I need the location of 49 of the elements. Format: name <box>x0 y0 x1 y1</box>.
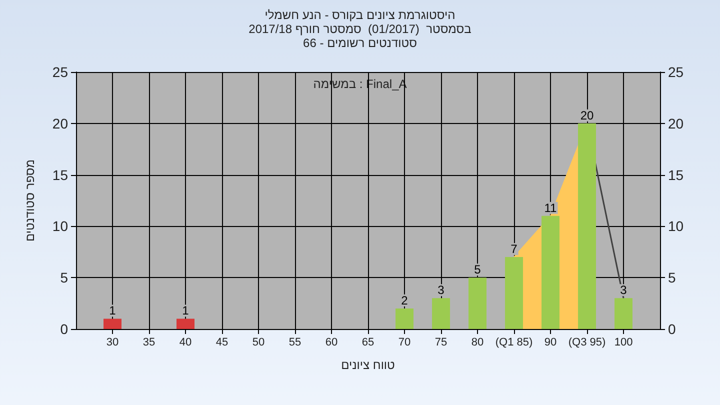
chart-subtitle: בסמסטר (01/2017) סמסטר חורף 2017/18 סטודנטים רשומים - 66 <box>248 22 472 50</box>
y-tick-label: 10 <box>52 218 68 234</box>
x-axis-title: טווח ציונים <box>341 358 396 372</box>
x-tick-label: 60 <box>325 336 338 348</box>
x-tick-label: 45 <box>216 336 228 348</box>
data-label: 1 <box>109 304 116 318</box>
y2-tick-label: 10 <box>668 218 684 234</box>
data-label: 5 <box>474 262 482 277</box>
x-tick-label: (Q3 95) <box>568 336 606 348</box>
x-tick-label: 35 <box>142 336 156 348</box>
bar <box>505 257 523 329</box>
x-tick-label: 75 <box>434 336 448 348</box>
data-label: 20 <box>580 108 594 122</box>
x-tick-label: 65 <box>362 336 374 348</box>
x-tick-label: 30 <box>106 336 119 348</box>
bar <box>432 298 450 329</box>
y2-tick-label: 20 <box>668 115 684 132</box>
bar <box>468 278 486 329</box>
data-label: 3 <box>438 283 445 298</box>
bar <box>396 308 414 329</box>
x-tick-label: 55 <box>288 336 302 348</box>
bar <box>614 298 632 329</box>
data-label: 2 <box>401 293 408 308</box>
y-tick-label: 5 <box>60 270 68 286</box>
y-axis-title: מספר סטודנטים <box>23 159 37 242</box>
y-tick-label: 0 <box>60 321 68 337</box>
data-label: 11 <box>544 200 558 215</box>
y-tick-label: 25 <box>52 64 68 80</box>
x-tick-label: 100 <box>614 336 633 348</box>
y-tick-label: 15 <box>52 166 68 183</box>
chart-title: היסטוגרמת ציונים בקורס - הנע חשמלי <box>264 8 456 22</box>
bar <box>104 318 122 329</box>
x-tick-label: (Q1 85) <box>495 336 533 348</box>
data-label: 7 <box>510 242 518 256</box>
y2-tick-label: 25 <box>668 64 684 80</box>
bar <box>176 318 194 329</box>
y-tick-label: 20 <box>52 115 68 132</box>
x-tick-label: 40 <box>179 336 192 348</box>
y2-tick-label: 0 <box>668 321 676 337</box>
data-label: 1 <box>182 304 190 318</box>
y2-tick-label: 15 <box>668 166 684 183</box>
x-tick-label: 70 <box>398 336 411 348</box>
x-tick-label: 50 <box>252 336 265 348</box>
bar <box>578 123 596 329</box>
data-label: 3 <box>620 283 628 298</box>
x-tick-label: 90 <box>544 336 557 348</box>
y2-tick-label: 5 <box>668 270 676 286</box>
bar <box>542 216 560 329</box>
x-tick-label: 80 <box>471 336 484 348</box>
